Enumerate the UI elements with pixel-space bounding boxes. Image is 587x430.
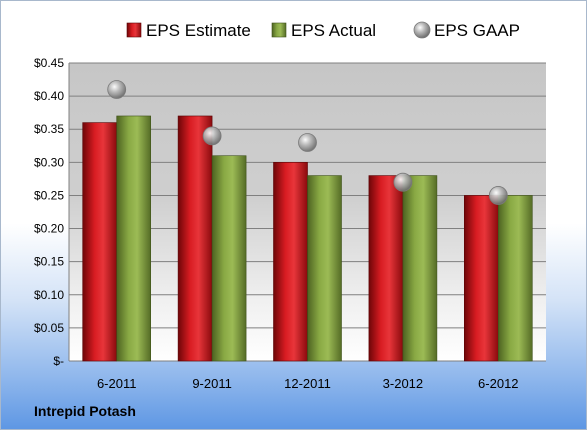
y-tick-label: $0.15 <box>34 255 64 269</box>
x-tick-label: 9-2011 <box>192 376 232 391</box>
bar-eps-actual <box>402 175 438 362</box>
bar-eps-estimate <box>82 122 117 362</box>
y-tick-label: $0.20 <box>34 222 64 236</box>
bar-eps-estimate <box>463 195 499 362</box>
company-name: Intrepid Potash <box>34 403 136 419</box>
bar-eps-estimate <box>177 115 213 362</box>
legend-label: EPS GAAP <box>434 21 520 40</box>
bar-eps-actual <box>497 195 533 362</box>
x-tick-label: 6-2012 <box>478 376 518 391</box>
point-eps-gaap <box>202 126 222 146</box>
y-tick-label: $0.40 <box>34 89 64 103</box>
y-tick-label: $0.10 <box>34 288 64 302</box>
y-tick-label: $- <box>53 354 64 368</box>
x-tick-label: 6-2011 <box>97 376 137 391</box>
bar-eps-actual <box>211 155 247 362</box>
point-eps-gaap <box>393 172 413 192</box>
legend-label: EPS Actual <box>291 21 376 40</box>
point-eps-gaap <box>107 80 127 99</box>
point-eps-gaap <box>488 186 508 205</box>
bar-eps-estimate <box>368 175 404 362</box>
y-tick-label: $0.35 <box>34 122 64 136</box>
y-tick-label: $0.25 <box>34 188 64 202</box>
legend-swatch-gaap <box>413 21 431 39</box>
y-tick-label: $0.30 <box>34 155 64 169</box>
y-tick-label: $0.45 <box>34 56 64 70</box>
legend-swatch-actual <box>271 22 287 38</box>
bar-eps-actual <box>307 175 342 362</box>
y-tick-label: $0.05 <box>34 321 64 335</box>
bar-eps-estimate <box>273 162 308 362</box>
x-tick-label: 3-2012 <box>383 376 423 391</box>
x-tick-label: 12-2011 <box>284 376 331 391</box>
legend-label: EPS Estimate <box>146 21 251 40</box>
point-eps-gaap <box>298 133 317 152</box>
legend-swatch-estimate <box>126 22 142 38</box>
bar-eps-actual <box>116 115 151 362</box>
